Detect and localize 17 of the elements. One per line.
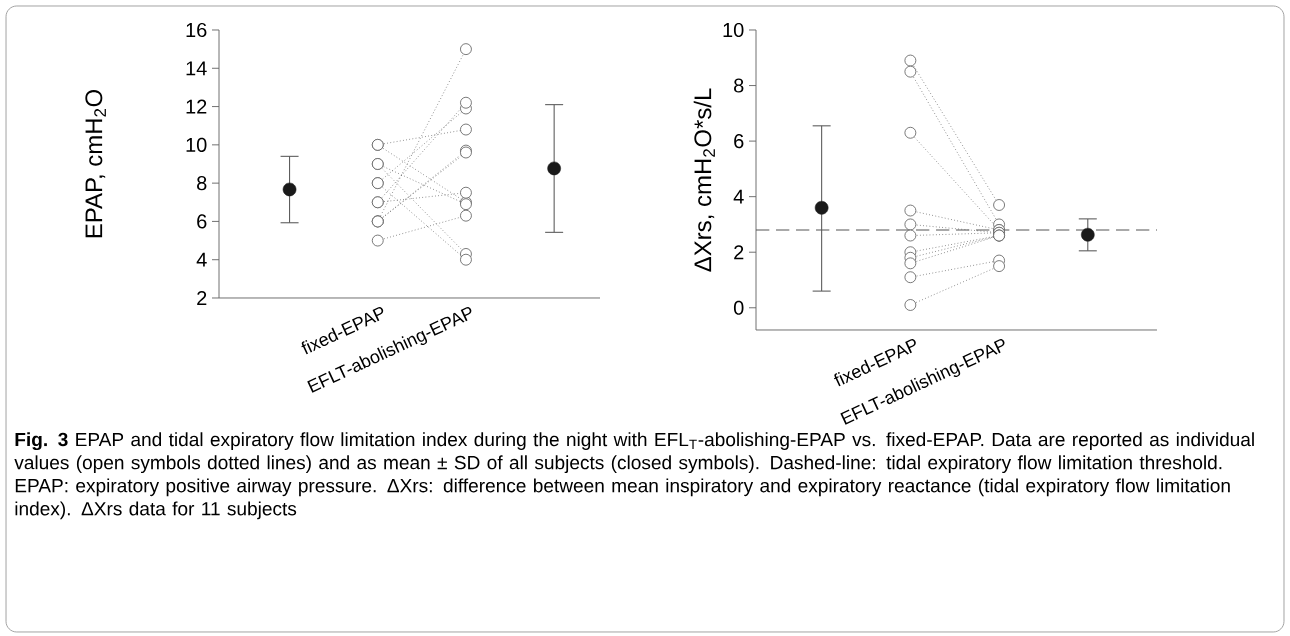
y-tick-label: 4 (196, 252, 207, 267)
y-tick-label: 16 (186, 22, 207, 38)
y-tick-label: 14 (186, 61, 207, 76)
y-tick-label: 8 (197, 176, 207, 191)
y-tick-label: 10 (186, 137, 207, 152)
y-tick-label: 8 (734, 78, 744, 93)
y-tick-label: 2 (197, 291, 207, 305)
y-tick-label: 6 (197, 214, 207, 229)
y-tick-label: 12 (186, 99, 207, 114)
y-axis-title: ΔXrs, cmH$_{2}$O*s/L (693, 88, 715, 272)
text: Fig. 3 EPAP and tidal expiratory flow limitation index during the night with EFL$_{T}$-abolishing-EPAP vs. fixed-EPAP. Data are reported as individual values (open symbols dotted lines) and as mean ± SD of all subjects (closed symbols). Dashed-line: tidal expiratory flow limitation threshold. EPAP: expiratory positive airway pressure. ΔXrs: difference between mean inspiratory and expiratory reactance (tidal expiratory flow limitation index). ΔXrs data for 11 subjects (14, 432, 1254, 520)
y-tick-label: 6 (734, 134, 744, 149)
y-axis-title: EPAP, cmH$_{2}$O (85, 89, 106, 238)
y-tick-label: 0 (733, 300, 744, 315)
y-tick-label: 10 (723, 22, 744, 38)
y-tick-label: 4 (733, 189, 744, 204)
y-tick-label: 2 (734, 245, 744, 260)
